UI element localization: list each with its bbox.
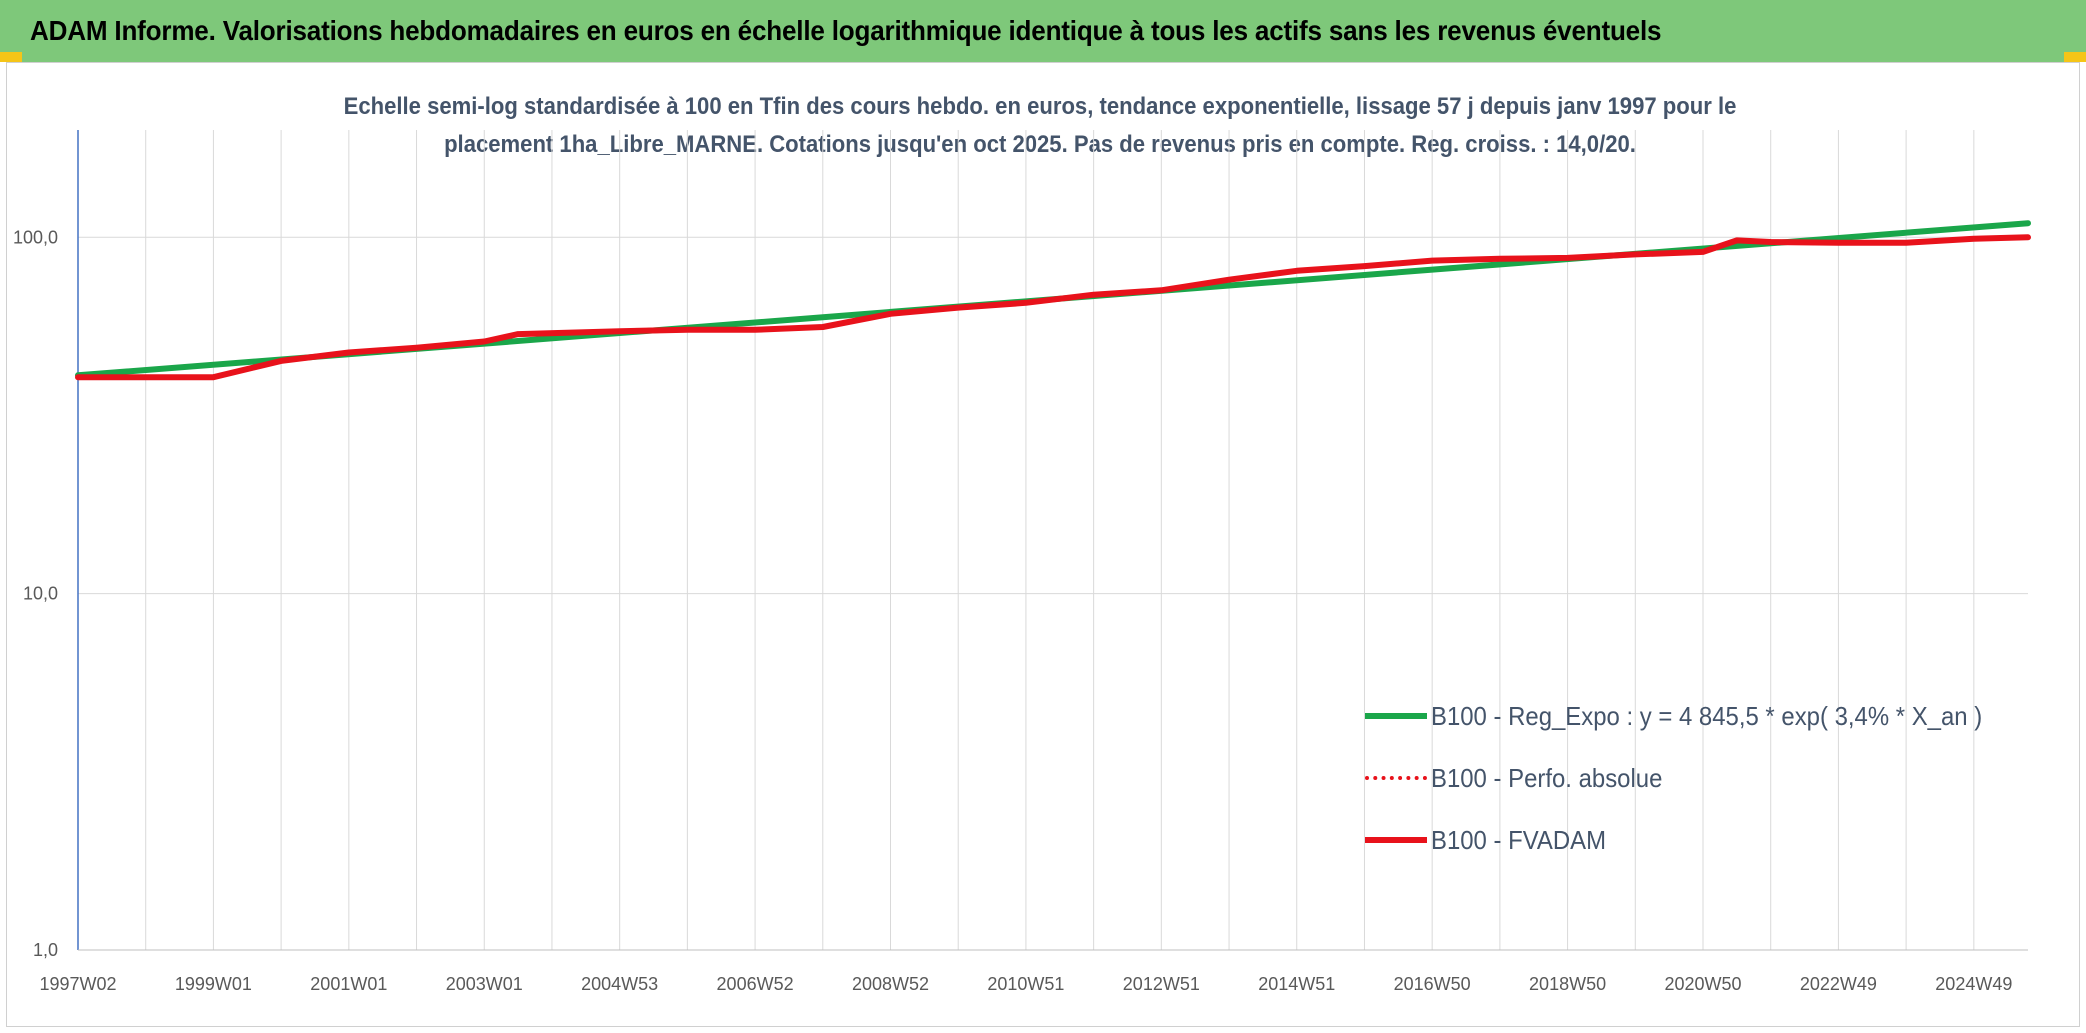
chart-frame [6,62,2080,1027]
x-tick-label: 2020W50 [1664,974,1741,994]
report-title: ADAM Informe. Valorisations hebdomadaire… [30,15,1662,46]
y-tick-label: 100,0 [13,227,58,247]
x-tick-label: 2008W52 [852,974,929,994]
corner-mark-right [2064,52,2086,62]
legend-label-fvadam: B100 - FVADAM [1431,824,1607,855]
legend-item-fvadam: B100 - FVADAM [1365,809,2030,871]
x-tick-label: 2014W51 [1258,974,1335,994]
y-tick-label: 10,0 [23,584,58,604]
legend-swatch-perfo [1365,776,1427,780]
series-line-perfo [76,235,2030,380]
x-tick-label: 2003W01 [446,974,523,994]
x-tick-label: 2004W53 [581,974,658,994]
report-banner: ADAM Informe. Valorisations hebdomadaire… [0,0,2086,62]
tick-labels: 1,0 10,0 100,0 1997W02 1999W01 2001W01 2003W01… [13,227,2012,994]
x-tick-label: 2022W49 [1800,974,1877,994]
chart-title-line-1: Echelle semi-log standardisée à 100 en T… [343,93,1737,120]
legend-item-perfo: B100 - Perfo. absolue [1365,747,2030,809]
series-line-fvadam [75,234,2031,381]
chart-legend: B100 - Reg_Expo : y = 4 845,5 * exp( 3,4… [1365,685,2030,871]
x-tick-label: 2012W51 [1123,974,1200,994]
legend-swatch-fvadam [1365,837,1427,843]
legend-item-regression: B100 - Reg_Expo : y = 4 845,5 * exp( 3,4… [1365,685,2030,747]
y-tick-label: 1,0 [33,940,58,960]
chart-title-line-2: placement 1ha_Libre_MARNE. Cotations jus… [444,131,1636,158]
series-lines [75,220,2031,381]
x-tick-label: 2006W52 [717,974,794,994]
x-tick-label: 1999W01 [175,974,252,994]
x-tick-label: 2010W51 [987,974,1064,994]
x-tick-label: 2001W01 [310,974,387,994]
legend-swatch-regression [1365,713,1427,719]
corner-mark-left [0,52,22,62]
x-tick-label: 2018W50 [1529,974,1606,994]
chart-title: Echelle semi-log standardisée à 100 en T… [313,88,1767,164]
legend-label-regression: B100 - Reg_Expo : y = 4 845,5 * exp( 3,4… [1431,700,1983,731]
x-tick-label: 1997W02 [39,974,116,994]
legend-label-perfo: B100 - Perfo. absolue [1431,762,1663,793]
x-tick-label: 2024W49 [1935,974,2012,994]
axes [77,130,2028,951]
x-tick-label: 2016W50 [1394,974,1471,994]
